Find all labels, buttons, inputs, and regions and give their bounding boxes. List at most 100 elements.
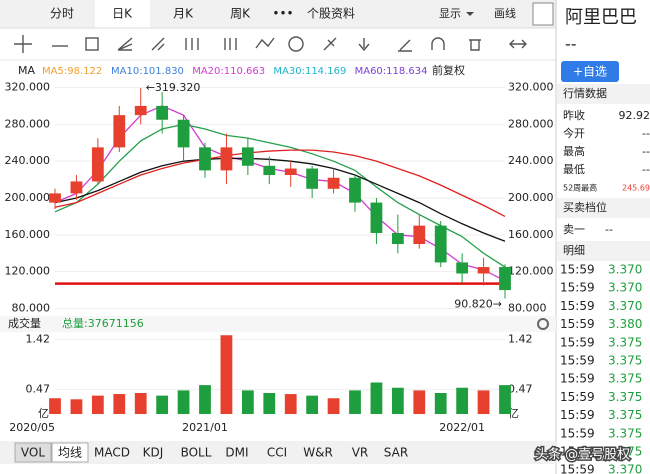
volume-bar (156, 395, 169, 414)
volume-bar (477, 390, 490, 414)
tab[interactable]: 周K (230, 7, 251, 21)
section-header (557, 198, 650, 218)
section-header (557, 84, 650, 104)
display-menu[interactable]: 显示 (439, 7, 461, 20)
volume-bar (241, 390, 254, 414)
y-tick-label-right: 320.000 (508, 81, 554, 94)
tick-price: 3.375 (608, 426, 642, 440)
adjust-bg (428, 63, 476, 79)
settings-button[interactable] (532, 2, 554, 26)
volume-bar (434, 393, 447, 414)
ma-line (54, 157, 506, 242)
y-tick-label-right: 160.000 (508, 228, 554, 241)
indicator-tab[interactable]: BOLL (181, 446, 212, 460)
tab[interactable]: ••• (272, 7, 293, 21)
tick-price: 3.375 (608, 408, 642, 422)
volume-bar (499, 385, 511, 414)
volume-bar (49, 398, 61, 414)
volume-bar (134, 393, 147, 414)
indicator-tab[interactable]: SAR (384, 446, 408, 460)
y-tick-label: 240.000 (5, 154, 51, 167)
indicator-tab[interactable]: VOL (21, 446, 45, 460)
candle-body (499, 267, 511, 291)
add-watch-label[interactable]: +自选 (573, 65, 607, 79)
section-header (557, 241, 650, 261)
y-tick-label-right: 0.47 (508, 382, 533, 395)
volume-settings[interactable] (537, 318, 549, 330)
adjust-label[interactable]: 前复权 (432, 63, 465, 77)
y-tick-label-right: 240.000 (508, 154, 554, 167)
tab[interactable]: 分时 (50, 7, 74, 21)
stock-name: 阿里巴巴 (565, 7, 637, 28)
quote-value: -- (642, 127, 650, 140)
quote-label: 52周最高 (563, 183, 597, 193)
candle-body (327, 177, 340, 189)
order-label: 卖一 (563, 223, 585, 236)
indicator-tab[interactable]: KDJ (143, 446, 164, 460)
volume-header (0, 316, 556, 332)
volume-unit-right: 亿 (508, 407, 519, 420)
indicator-tab[interactable]: DMI (225, 446, 248, 460)
tab-box (14, 442, 52, 463)
y-tick-label: 0.47 (26, 382, 51, 395)
indicator-tab[interactable]: 均线 (58, 446, 82, 460)
ma-line (54, 149, 506, 217)
legend-title: MA (18, 64, 35, 77)
indicator-tab[interactable]: CCI (267, 446, 287, 460)
tick-time: 15:59 (560, 408, 595, 422)
indicator-bar (0, 441, 556, 464)
volume-bar (327, 398, 340, 414)
section-title: 买卖档位 (563, 200, 607, 214)
candle-body (477, 267, 490, 274)
candle-body (413, 225, 426, 245)
volume-bar (284, 394, 297, 414)
y-tick-label: 160.000 (5, 228, 51, 241)
tick-time: 15:59 (560, 426, 595, 440)
tab[interactable]: 个股资料 (307, 7, 355, 21)
drawing-tools (14, 35, 527, 53)
tick-time: 15:59 (560, 390, 595, 404)
tab[interactable]: 日K (112, 7, 133, 21)
add-watch-button[interactable] (561, 61, 619, 82)
min-annotation: 90.820→ (454, 298, 502, 311)
candle-body (199, 147, 211, 171)
legend-item: MA5:98.122 (42, 66, 102, 77)
candle-body (284, 168, 297, 175)
y-tick-label: 320.000 (5, 81, 51, 94)
volume-bar (220, 335, 233, 414)
candle-body (49, 193, 61, 203)
indicator-tab[interactable]: W&R (303, 446, 333, 460)
legend-item: MA60:118.634 (355, 66, 428, 77)
tab[interactable]: 月K (173, 7, 194, 21)
stock-price: -- (565, 35, 577, 54)
volume-total: 总量:37671156 (62, 316, 144, 330)
volume-bar (370, 382, 383, 414)
y-tick-label-right: 80.000 (508, 301, 547, 314)
indicator-tab[interactable]: MACD (94, 446, 130, 460)
candle-body (177, 119, 190, 148)
volume-bar (91, 395, 104, 414)
volume-bar (349, 390, 361, 414)
volume-bar (306, 395, 319, 414)
quote-value: -- (642, 145, 650, 158)
tick-time: 15:59 (560, 445, 595, 459)
candle-body (349, 177, 361, 203)
quote-value: 245.69 (622, 184, 650, 193)
y-tick-label-right: 120.000 (508, 265, 554, 278)
volume-unit: 亿 (38, 407, 49, 420)
draw-menu[interactable]: 画线 (494, 6, 516, 20)
quote-label: 最低 (563, 163, 585, 176)
x-tick-label: 2021/01 (182, 421, 228, 434)
legend-item: MA30:114.169 (273, 66, 346, 77)
tick-price: 3.370 (608, 263, 642, 277)
tick-time: 15:59 (560, 317, 595, 331)
y-tick-label: 80.000 (12, 301, 51, 314)
indicator-tab[interactable]: VR (352, 446, 369, 460)
volume-bar (391, 387, 404, 414)
section-title: 行情数据 (563, 86, 607, 100)
quote-label: 昨收 (563, 108, 585, 122)
candle-body (241, 147, 254, 166)
tick-time: 15:59 (560, 463, 595, 474)
candle-body (456, 262, 469, 274)
